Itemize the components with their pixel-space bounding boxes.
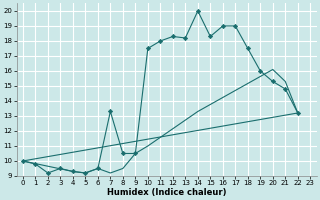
X-axis label: Humidex (Indice chaleur): Humidex (Indice chaleur) [107,188,226,197]
